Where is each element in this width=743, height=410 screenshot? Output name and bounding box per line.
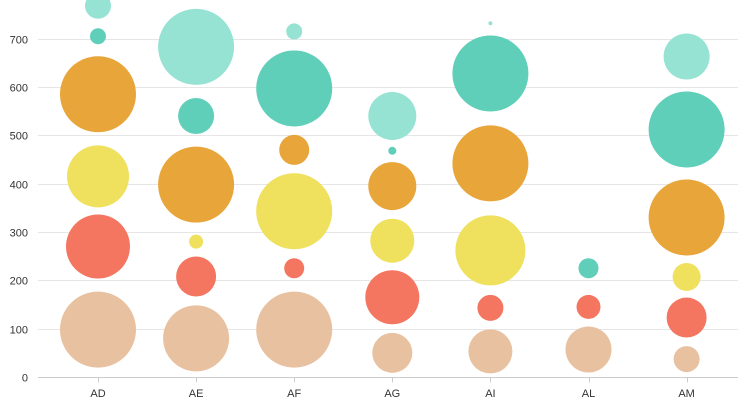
bubbles: [60, 0, 725, 374]
bubble-ag-orange[interactable]: [368, 162, 417, 211]
bubble-ae-yellow[interactable]: [189, 234, 204, 249]
bubble-am-orange[interactable]: [648, 179, 725, 256]
x-tick-label: AD: [90, 388, 105, 400]
bubble-ai-yellow[interactable]: [455, 215, 526, 286]
x-tick-label: AE: [189, 388, 204, 400]
y-tick-label: 600: [10, 83, 28, 95]
bubble-ad-peach[interactable]: [60, 291, 136, 368]
y-tick-label: 100: [10, 325, 28, 337]
y-tick-label: 0: [22, 373, 28, 385]
bubble-ad-teal[interactable]: [90, 28, 106, 45]
axes: [38, 377, 738, 383]
bubble-ai-peach[interactable]: [468, 329, 513, 374]
x-tick-label: AF: [287, 388, 301, 400]
bubble-ad-orange[interactable]: [60, 56, 136, 133]
bubble-ag-teal-light[interactable]: [368, 92, 417, 140]
bubble-ai-red[interactable]: [477, 294, 504, 321]
bubble-ad-red[interactable]: [66, 214, 130, 279]
x-tick-label: AM: [678, 388, 695, 400]
bubble-am-teal[interactable]: [648, 91, 725, 168]
x-tick-label: AI: [485, 388, 495, 400]
y-tick-label: 200: [10, 276, 28, 288]
tick-labels: 0 100 200 300 400 500 600 700 AD AE AF AG AI AL AM: [10, 35, 695, 401]
bubble-af-teal-light[interactable]: [286, 23, 303, 40]
bubble-al-red[interactable]: [576, 294, 601, 319]
bubble-af-yellow[interactable]: [256, 173, 333, 250]
bubble-af-peach[interactable]: [256, 291, 333, 368]
bubble-ae-orange[interactable]: [158, 146, 235, 223]
bubble-am-yellow[interactable]: [672, 262, 701, 291]
bubble-al-peach[interactable]: [565, 326, 612, 373]
y-tick-label: 400: [10, 180, 28, 192]
bubble-af-teal[interactable]: [256, 50, 333, 127]
y-tick-label: 300: [10, 228, 28, 240]
x-tick-label: AG: [384, 388, 400, 400]
y-tick-label: 700: [10, 35, 28, 47]
bubble-al-teal[interactable]: [578, 258, 599, 279]
bubble-ae-red[interactable]: [176, 256, 217, 297]
bubble-af-orange[interactable]: [279, 134, 310, 165]
bubble-ae-teal-light[interactable]: [158, 8, 235, 85]
bubble-ad-teal-light[interactable]: [85, 0, 111, 19]
bubble-ag-peach[interactable]: [372, 332, 413, 373]
bubble-am-peach[interactable]: [673, 346, 700, 373]
bubble-ag-yellow[interactable]: [370, 218, 415, 263]
bubble-ai-teal[interactable]: [452, 35, 529, 112]
bubble-af-red[interactable]: [284, 258, 305, 279]
x-tick-label: AL: [582, 388, 595, 400]
bubble-ae-teal[interactable]: [178, 98, 215, 134]
bubble-am-teal-light[interactable]: [663, 33, 710, 80]
bubble-ag-red[interactable]: [365, 270, 420, 325]
bubble-ae-peach[interactable]: [163, 305, 230, 372]
bubble-ad-yellow[interactable]: [67, 145, 129, 208]
bubble-ai-orange[interactable]: [452, 125, 529, 202]
bubble-ai-teal-light[interactable]: [488, 21, 493, 26]
bubble-ag-teal[interactable]: [388, 146, 397, 155]
bubble-am-red[interactable]: [666, 297, 707, 338]
y-tick-label: 500: [10, 131, 28, 143]
